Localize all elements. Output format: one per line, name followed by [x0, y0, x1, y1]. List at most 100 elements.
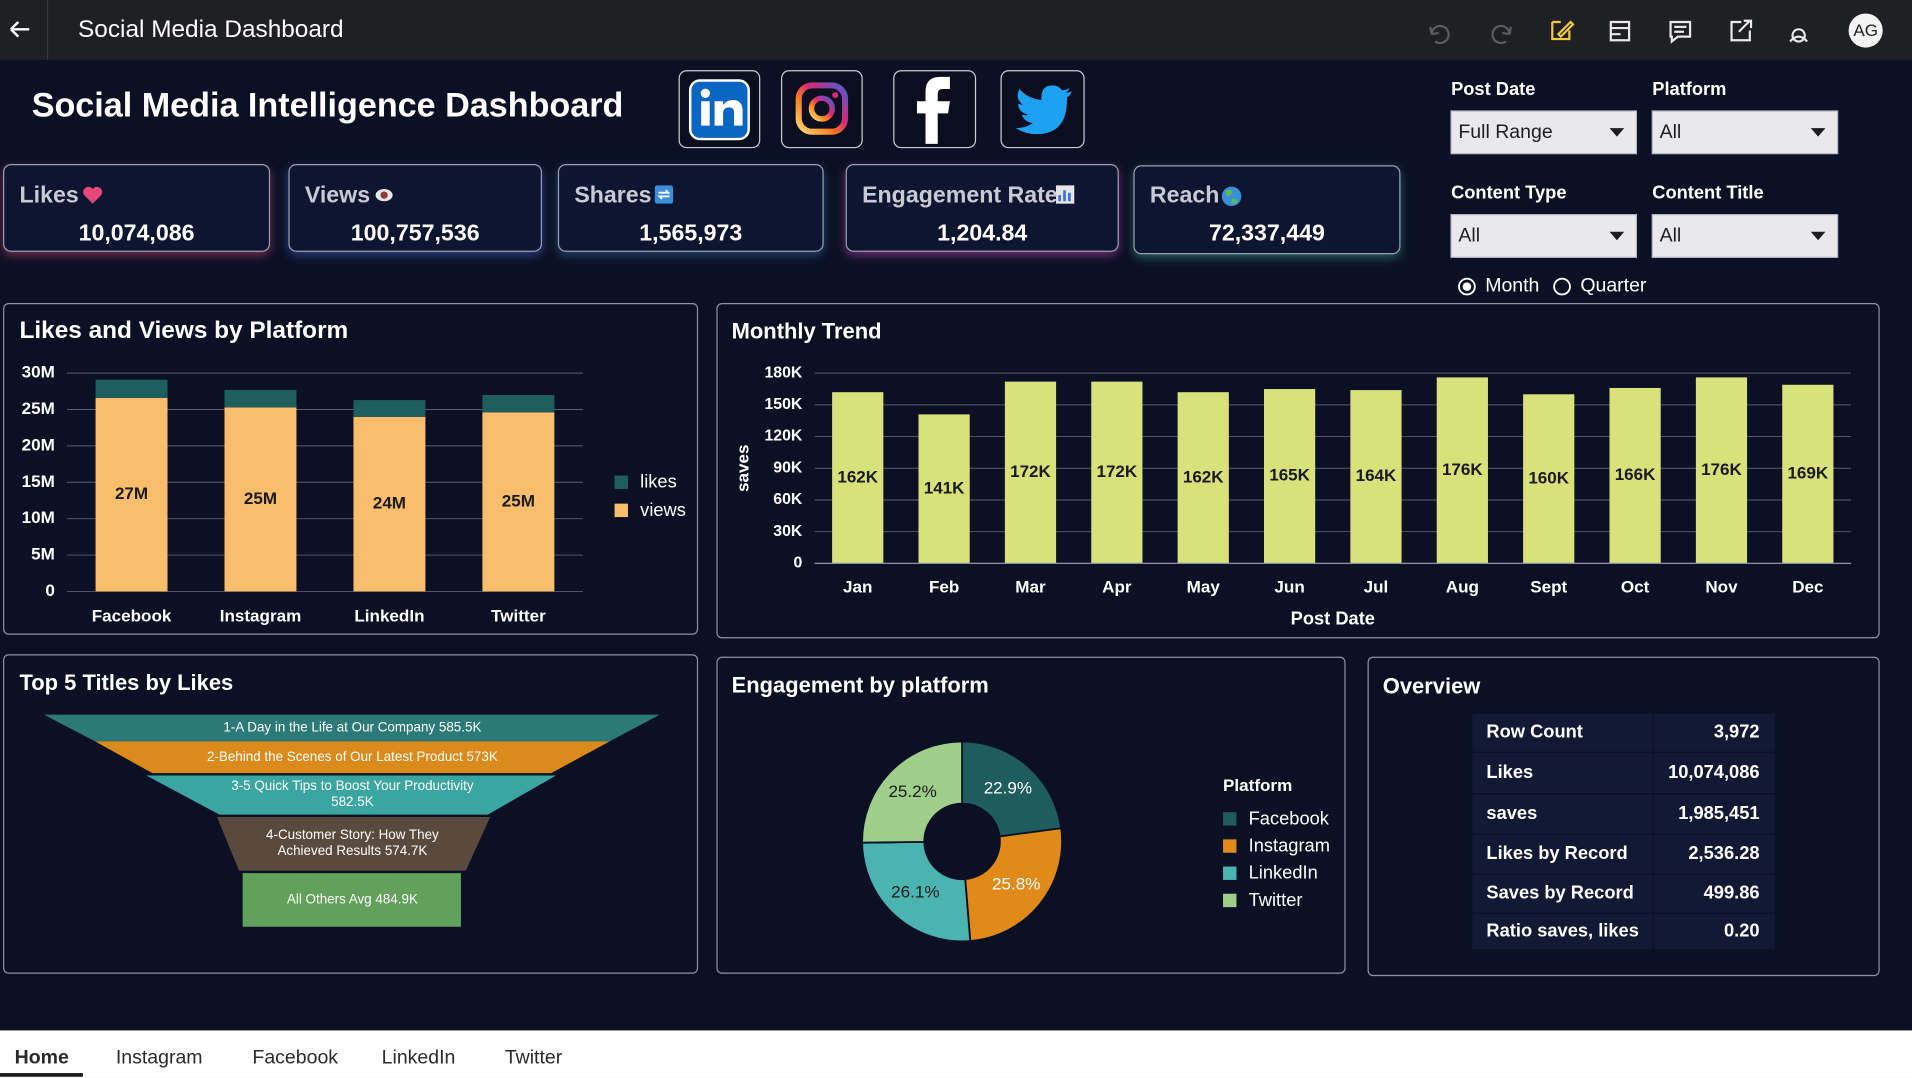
chart-title: Likes and Views by Platform	[20, 317, 349, 344]
dropdown[interactable]	[1450, 110, 1638, 155]
dropdown-value: Full Range	[1458, 121, 1552, 143]
undo-icon[interactable]	[1429, 24, 1450, 45]
avatar[interactable]	[1848, 13, 1883, 48]
x-tick-label: Nov	[1705, 577, 1738, 596]
filter-label: Platform	[1652, 78, 1726, 99]
x-tick-label: May	[1187, 577, 1221, 596]
table-value: 3,972	[1714, 721, 1760, 742]
filter-label: Post Date	[1451, 78, 1535, 99]
bar	[1782, 384, 1834, 564]
pie-slice	[964, 827, 1063, 943]
dropdown-value: All	[1660, 225, 1682, 247]
x-tick-label: Jun	[1274, 577, 1304, 596]
table-cell	[1652, 873, 1777, 914]
heart-icon	[83, 186, 103, 204]
dashboard-title: Social Media Intelligence Dashboard	[32, 86, 624, 124]
funnel-label: 4-Customer Story: How They Achieved Resu…	[266, 828, 439, 858]
share-icon[interactable]	[1730, 19, 1753, 42]
data-label: 172K	[1010, 462, 1051, 481]
dropdown[interactable]	[1450, 214, 1638, 258]
chart-title: Monthly Trend	[732, 319, 882, 344]
dropdown[interactable]	[1651, 110, 1839, 155]
legend-swatch	[1223, 812, 1237, 826]
eye-icon	[380, 191, 388, 199]
data-label: 172K	[1096, 462, 1137, 481]
x-tick-label: Jul	[1364, 577, 1389, 596]
comment-icon[interactable]	[1669, 20, 1692, 44]
filter-label: Content Type	[1451, 182, 1566, 203]
data-label: 165K	[1269, 466, 1310, 485]
app-title: Social Media Dashboard	[78, 16, 344, 43]
chart-title: Top 5 Titles by Likes	[20, 670, 234, 695]
tab[interactable]: Twitter	[505, 1047, 563, 1069]
x-tick-label: Instagram	[220, 607, 302, 626]
x-tick-label: Twitter	[491, 607, 546, 626]
table-cell	[1652, 912, 1777, 951]
y-tick-label: 10M	[22, 508, 55, 527]
table-value: 0.20	[1724, 919, 1760, 940]
table-value: 2,536.28	[1688, 842, 1759, 863]
data-icon[interactable]	[1609, 20, 1631, 42]
dropdown-value: All	[1660, 121, 1682, 143]
funnel-value: 585.5K	[438, 720, 482, 735]
kpi-card	[1133, 165, 1401, 255]
bar-segment	[482, 394, 555, 413]
funnel-segment	[43, 714, 660, 742]
x-tick-label: LinkedIn	[354, 607, 424, 626]
tab[interactable]: Instagram	[116, 1047, 203, 1069]
legend-swatch	[614, 475, 628, 490]
data-label: 169K	[1787, 464, 1828, 483]
data-label: 25M	[502, 491, 535, 510]
kpi-card	[3, 164, 271, 252]
table-value: 499.86	[1704, 882, 1760, 903]
data-label: 24M	[373, 494, 406, 513]
data-label: 160K	[1528, 468, 1569, 487]
bar	[1091, 381, 1143, 564]
funnel-category: All Others Avg	[286, 892, 372, 907]
table-value: 1,985,451	[1678, 802, 1759, 823]
tab-indicator	[0, 1073, 83, 1077]
radio-button[interactable]	[1553, 277, 1571, 296]
bar	[1436, 377, 1488, 564]
legend-swatch	[614, 503, 628, 518]
twitter-mark	[1015, 85, 1072, 135]
dropdown-arrow	[1609, 231, 1625, 241]
y-tick-label: 20M	[22, 435, 55, 454]
y-tick-label: 0	[45, 581, 55, 600]
funnel-label-box: 3-5 Quick Tips to Boost Your Productivit…	[230, 776, 474, 815]
radio-button[interactable]	[1458, 277, 1476, 296]
instagram-logo[interactable]	[781, 70, 863, 149]
dropdown[interactable]	[1651, 214, 1839, 258]
y-tick-label: 150K	[764, 396, 802, 413]
edit-icon[interactable]	[1551, 20, 1575, 41]
kpi-value: 72,337,449	[1209, 219, 1325, 245]
tab[interactable]: Home	[15, 1047, 69, 1069]
radio-dot	[1462, 282, 1472, 291]
dropdown-arrow	[1810, 231, 1826, 241]
tab[interactable]: LinkedIn	[382, 1047, 456, 1069]
table-label: Likes	[1486, 761, 1533, 782]
data-label: 22.9%	[984, 779, 1032, 798]
top-bar	[0, 0, 1912, 60]
x-tick-label: Feb	[929, 577, 959, 596]
bar	[1350, 390, 1402, 564]
linkedin-glyph	[714, 100, 743, 126]
back-button[interactable]	[10, 21, 30, 38]
pie-slice	[861, 840, 972, 943]
table-cell	[1471, 793, 1655, 835]
kpi-card	[845, 164, 1119, 252]
instagram-mark	[795, 82, 849, 135]
redo-icon[interactable]	[1491, 24, 1512, 45]
table-cell	[1471, 912, 1655, 951]
kpi-card	[557, 164, 824, 252]
tab[interactable]: Facebook	[252, 1047, 338, 1069]
funnel-label: 3-5 Quick Tips to Boost Your Productivit…	[230, 776, 474, 815]
y-axis-label: saves	[733, 445, 752, 492]
data-label: 164K	[1356, 466, 1397, 485]
table-cell	[1652, 751, 1777, 795]
user-icon[interactable]	[1789, 28, 1808, 43]
x-tick-label: Apr	[1102, 577, 1132, 596]
table-cell	[1652, 712, 1777, 754]
dropdown-arrow	[1609, 128, 1625, 137]
